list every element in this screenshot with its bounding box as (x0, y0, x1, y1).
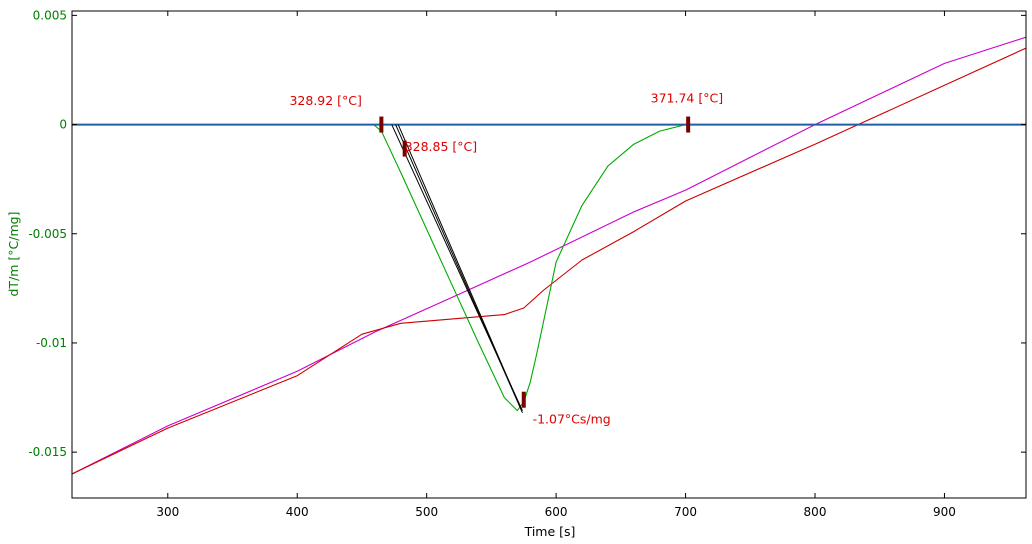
series-line-1 (72, 47, 1026, 475)
x-tick-label-0: 300 (156, 505, 179, 519)
annotation-label-1: 328.85 [°C] (405, 139, 477, 154)
plot-data-layer: 328.92 [°C] 328.85 [°C] 371.74 [°C] -1.07°C… (72, 36, 1026, 475)
x-axis-title: Time [s] (524, 524, 576, 539)
annotation-label-2: 371.74 [°C] (651, 91, 723, 106)
event-marker-1 (402, 140, 407, 157)
y-tick-label-4: -0.015 (28, 445, 67, 459)
y-axis-title: dT/m [°C/mg] (6, 212, 21, 297)
y-tick-label-3: -0.01 (36, 336, 67, 350)
event-marker-2 (521, 391, 526, 408)
series-line-0 (72, 36, 1026, 475)
x-tick-label-2: 500 (415, 505, 438, 519)
x-tick-label-3: 600 (545, 505, 568, 519)
event-marker-3 (686, 116, 691, 133)
plot-frame (71, 10, 1027, 499)
x-tick-label-4: 700 (674, 505, 697, 519)
tangent-line-1 (395, 124, 523, 414)
event-marker-0 (379, 116, 384, 133)
x-tick-label-5: 800 (804, 505, 827, 519)
plot-clipped-group (72, 36, 1026, 475)
y-tick-label-1: 0 (59, 118, 67, 132)
series-line-2 (72, 124, 1026, 412)
x-tick-label-6: 900 (933, 505, 956, 519)
annotation-label-0: 328.92 [°C] (289, 93, 361, 108)
axes-layer: 300 400 500 600 700 800 900 0.005 0 -0.005 -0.01 -0… (28, 8, 1026, 519)
x-tick-label-1: 400 (286, 505, 309, 519)
y-tick-label-0: 0.005 (33, 8, 67, 22)
annotation-label-3: -1.07°Cs/mg (533, 412, 611, 427)
y-tick-label-2: -0.005 (28, 227, 67, 241)
tangent-line-2 (397, 124, 521, 407)
